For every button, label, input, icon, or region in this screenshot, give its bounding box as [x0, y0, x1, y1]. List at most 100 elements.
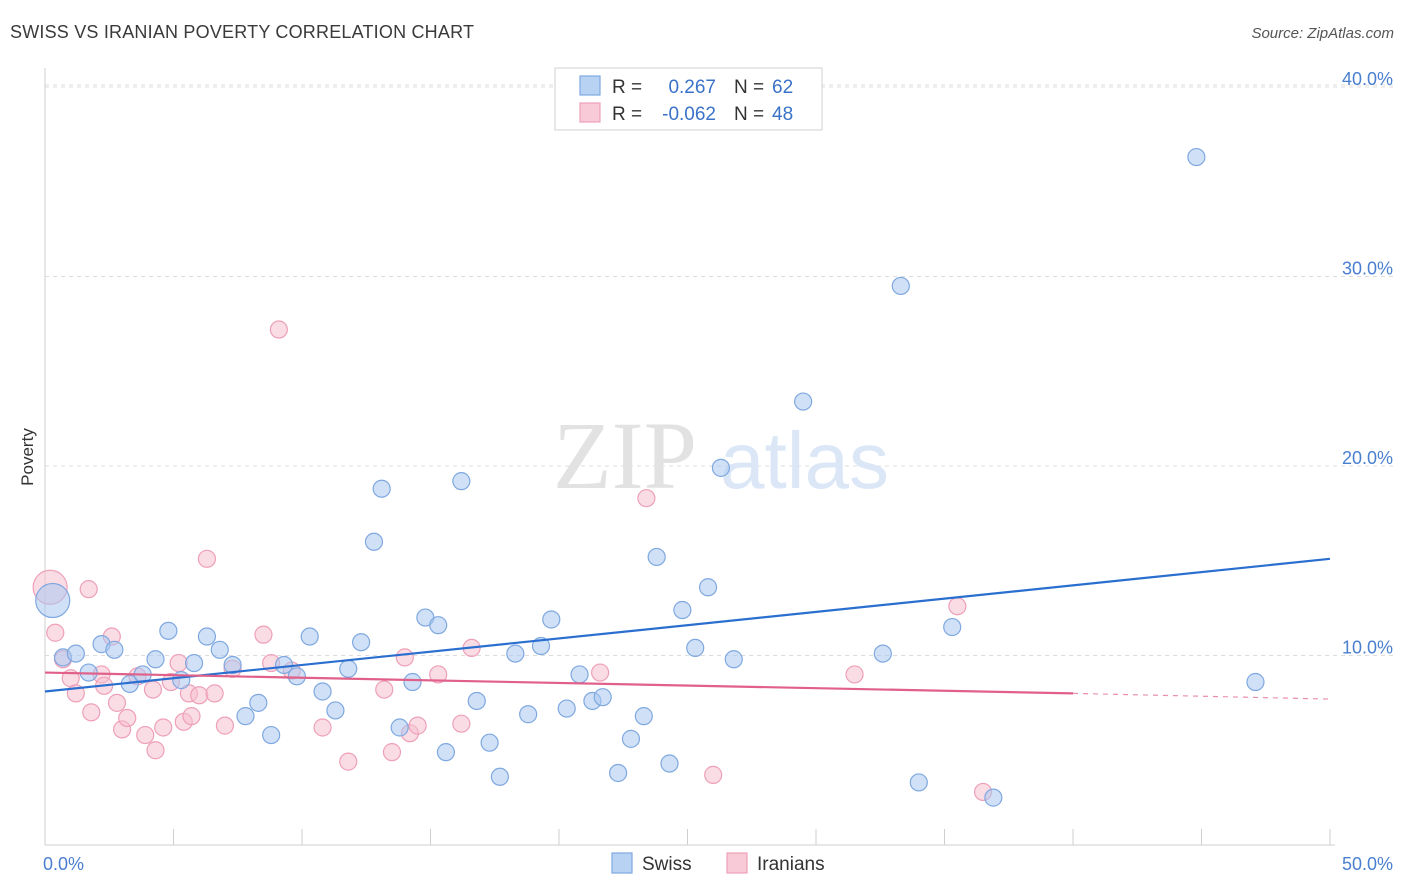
swiss-point-23 [339, 659, 358, 678]
axes [44, 68, 1335, 846]
iranians-point-33 [339, 752, 358, 771]
swiss-point-50 [686, 638, 705, 658]
swiss-point-55 [873, 644, 892, 663]
y-tick-labels: 10.0% 20.0% 30.0% 40.0% [1342, 69, 1393, 658]
x-tick-label-1: 50.0% [1342, 854, 1393, 874]
iranians-point-40 [452, 714, 471, 733]
swiss-point-56 [891, 276, 910, 296]
legend-n-value-iranians: 48 [772, 104, 793, 125]
iranians-point-39 [429, 665, 448, 684]
swiss-point-53 [724, 650, 743, 669]
x-tick-label-0: 0.0% [43, 854, 84, 874]
iranians-point-19 [169, 653, 188, 673]
y-tick-label-3: 40.0% [1342, 69, 1393, 89]
swiss-point-30 [429, 616, 448, 635]
swiss-point-57 [909, 773, 928, 792]
iranians-point-6 [82, 703, 101, 722]
iranians-point-38 [408, 716, 427, 735]
iranians-point-34 [375, 680, 394, 699]
swiss-point-8 [146, 650, 165, 669]
iranians-point-22 [182, 707, 201, 726]
y-axis-label: Poverty [18, 428, 37, 486]
legend-n-label-iranians: N = [734, 104, 764, 125]
swiss-point-16 [249, 693, 268, 712]
source-label: Source: ZipAtlas.com [1251, 25, 1394, 42]
swiss-point-45 [621, 729, 641, 748]
iranians-point-30 [269, 320, 288, 339]
iranians-point-23 [190, 686, 209, 705]
swiss-point-13 [210, 640, 229, 659]
swiss-point-9 [159, 621, 178, 640]
legend-r-label-iranians: R = [612, 104, 642, 125]
watermark-zip: ZIP [553, 402, 697, 509]
swiss-point-27 [390, 718, 409, 737]
y-tick-label-1: 20.0% [1342, 448, 1393, 468]
iranians-point-10 [107, 693, 127, 712]
swiss-point-34 [480, 733, 499, 752]
iranians-point-17 [154, 718, 173, 737]
legend-n-label-swiss: N = [734, 77, 764, 98]
legend-r-value-iranians: -0.062 [662, 104, 716, 125]
iranians-trend-line [44, 671, 1074, 695]
swiss-point-15 [236, 707, 255, 726]
swiss-point-12 [197, 627, 217, 646]
swiss-point-46 [634, 707, 653, 726]
iranians-point-43 [637, 489, 656, 508]
swiss-point-17 [262, 725, 281, 745]
iranians-point-14 [136, 725, 155, 745]
swiss-point-37 [519, 705, 538, 724]
swiss-point-19 [287, 667, 306, 686]
bottom-legend-label-swiss: Swiss [642, 854, 692, 875]
swiss-point-24 [352, 633, 371, 652]
swiss-point-25 [364, 532, 384, 551]
iranians-points [32, 320, 993, 802]
swiss-point-44 [609, 763, 628, 783]
swiss-point-32 [452, 472, 471, 491]
swiss-point-41 [570, 665, 589, 684]
swiss-point-58 [943, 617, 962, 637]
swiss-point-28 [403, 672, 422, 692]
swiss-trend-line [44, 557, 1331, 693]
watermark-atlas: atlas [720, 416, 889, 505]
iranians-point-16 [146, 741, 165, 760]
swiss-point-20 [300, 627, 319, 646]
trend-lines [44, 557, 1331, 700]
legend-r-value-swiss: 0.267 [668, 77, 716, 98]
iranians-trend-line-extension [1072, 692, 1331, 700]
swiss-point-51 [698, 578, 718, 597]
iranians-point-24 [197, 549, 217, 568]
swiss-point-26 [372, 479, 391, 498]
swiss-point-61 [1246, 672, 1265, 692]
bottom-legend-swatch-swiss [611, 852, 633, 874]
swiss-point-43 [593, 688, 612, 707]
swiss-point-2 [66, 644, 85, 663]
bottom-legend-label-iranians: Iranians [757, 854, 825, 875]
swiss-point-59 [984, 788, 1003, 807]
iranians-point-15 [143, 680, 163, 699]
legend-n-value-swiss: 62 [772, 77, 793, 98]
iranians-point-42 [591, 663, 610, 682]
swiss-point-33 [467, 691, 486, 711]
swiss-point-52 [711, 458, 731, 477]
swiss-point-49 [673, 600, 692, 620]
iranians-point-28 [254, 625, 273, 644]
swiss-point-0 [35, 582, 71, 619]
iranians-point-32 [313, 718, 332, 737]
iranians-point-26 [215, 716, 234, 735]
swiss-point-11 [184, 653, 204, 673]
swiss-point-22 [326, 701, 345, 720]
legend-swatch-swiss [579, 75, 601, 96]
grid-lines [45, 84, 1395, 656]
iranians-point-35 [382, 743, 402, 762]
swiss-point-21 [313, 682, 332, 701]
legend-swatch-iranians [579, 102, 601, 123]
swiss-point-39 [542, 610, 561, 629]
swiss-points [35, 147, 1265, 807]
swiss-point-36 [506, 644, 525, 663]
swiss-point-48 [660, 754, 679, 773]
chart-title: SWISS VS IRANIAN POVERTY CORRELATION CHA… [10, 22, 475, 42]
x-tick-labels: 0.0% 50.0% [43, 854, 1393, 874]
watermark-logo: ZIP atlas [553, 402, 889, 509]
y-tick-label-2: 30.0% [1342, 258, 1393, 278]
